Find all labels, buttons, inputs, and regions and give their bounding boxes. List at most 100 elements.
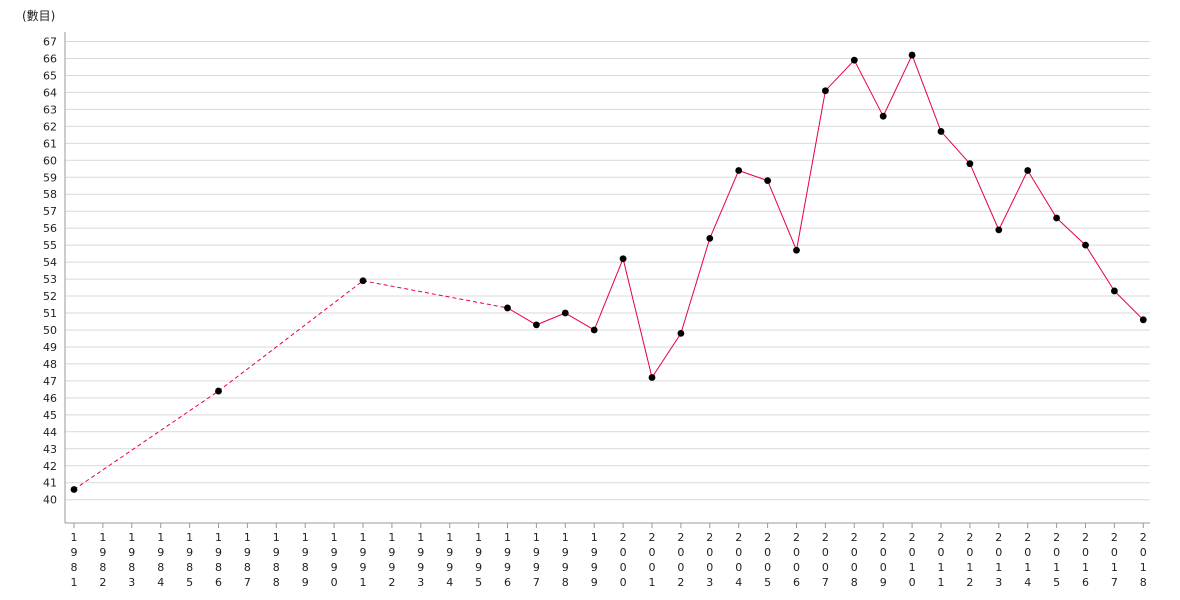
series-segment — [651, 333, 682, 378]
series-points — [70, 51, 1147, 493]
series-segment — [680, 238, 711, 334]
data-point — [822, 87, 829, 95]
y-tick-label: 49 — [43, 341, 57, 354]
series-line — [73, 54, 1144, 490]
y-tick-label: 44 — [43, 426, 57, 439]
series-segment — [825, 59, 855, 92]
y-tick-label: 58 — [43, 188, 57, 201]
data-point — [1111, 287, 1118, 295]
y-tick-label: 55 — [43, 239, 57, 252]
series-segment — [1027, 170, 1058, 219]
series-segment — [536, 312, 566, 326]
series-segment — [1085, 244, 1115, 292]
x-tick-labels: 1 9 8 1 1 9 8 2 1 9 8 3 1 9 8 4 1 9 8 5 1 9 8 6 1 9 8 7 1 9 8 8 1 9 8 9 1 9 9 0… — [71, 531, 1147, 589]
series-segment — [738, 170, 768, 182]
y-tick-label: 67 — [43, 36, 57, 49]
y-unit-label: (數目) — [22, 9, 56, 23]
data-point — [648, 374, 656, 381]
data-point — [70, 486, 78, 493]
series-segment — [73, 390, 219, 490]
y-tick-labels: 40 41 42 43 44 45 46 47 48 49 50 51 52 53 54 55 56 57 58 59… — [43, 36, 57, 507]
series-segment — [1114, 290, 1144, 321]
axes — [64, 32, 1150, 528]
y-tick-label: 43 — [43, 443, 57, 456]
y-tick-label: 51 — [43, 307, 57, 320]
y-tick-label: 41 — [43, 477, 57, 490]
data-point — [908, 51, 916, 59]
y-tick-label: 60 — [43, 154, 57, 167]
series-segment — [767, 180, 797, 251]
y-tick-label: 57 — [43, 205, 57, 218]
y-tick-label: 59 — [43, 171, 57, 184]
y-tick-label: 63 — [43, 103, 57, 116]
y-tick-label: 54 — [43, 256, 57, 269]
data-point — [561, 309, 569, 317]
series-segment — [998, 170, 1029, 231]
data-point — [1053, 214, 1060, 222]
grid-lines — [65, 41, 1150, 501]
y-tick-label: 47 — [43, 375, 57, 388]
series-segment — [1056, 217, 1086, 246]
data-point — [1082, 241, 1089, 249]
y-tick-label: 61 — [43, 137, 57, 150]
y-tick-label: 52 — [43, 290, 57, 303]
data-point — [879, 112, 887, 120]
y-tick-label: 66 — [43, 52, 57, 65]
data-point — [533, 321, 540, 329]
y-tick-label: 46 — [43, 392, 57, 405]
series-segment — [709, 170, 740, 239]
data-point — [793, 246, 800, 254]
data-point — [504, 304, 511, 312]
data-point — [937, 128, 945, 135]
data-point — [1139, 316, 1147, 324]
series-segment — [622, 258, 653, 378]
data-point — [590, 326, 598, 334]
data-point — [215, 387, 222, 395]
y-tick-label: 50 — [43, 324, 57, 337]
series-segment — [940, 131, 971, 165]
series-segment — [507, 307, 537, 326]
data-point — [735, 167, 743, 174]
y-tick-label: 48 — [43, 358, 57, 371]
series-segment — [853, 59, 884, 117]
data-point — [1024, 167, 1032, 174]
y-tick-label: 56 — [43, 222, 57, 235]
series-segment — [218, 280, 364, 392]
series-segment — [565, 312, 595, 331]
data-point — [359, 277, 367, 285]
series-segment — [593, 258, 624, 331]
data-point — [706, 234, 714, 242]
